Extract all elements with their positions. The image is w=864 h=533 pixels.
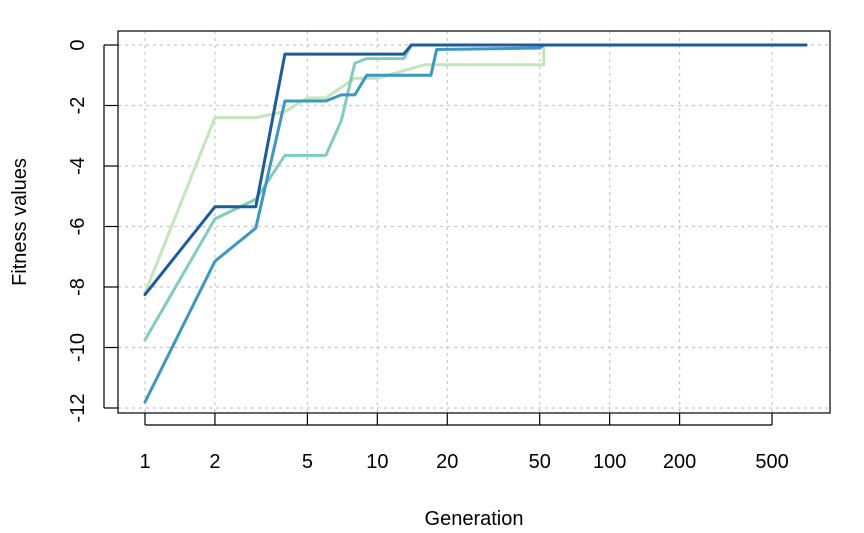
y-tick-label: -10 [67,333,89,362]
y-tick-label: -6 [67,218,89,236]
x-axis: 1 2 5 10 20 50 100 200 500 [139,413,789,473]
x-tick-label: 2 [209,451,220,473]
series-line-3 [143,43,808,404]
x-axis-title: Generation [425,508,524,530]
x-tick-label: 20 [436,451,458,473]
y-axis: 0 -2 -4 -6 -8 -10 -12 [67,39,118,422]
plot-frame [117,30,831,414]
series-group [143,43,808,404]
x-tick-label: 5 [302,451,313,473]
y-tick-label: -8 [67,278,89,296]
x-tick-label: 200 [663,451,696,473]
y-tick-label: -4 [67,157,89,175]
x-tick-label: 500 [755,451,788,473]
x-tick-label: 100 [593,451,626,473]
y-tick-label: -2 [67,97,89,115]
y-tick-label: 0 [67,39,89,50]
x-tick-label: 50 [529,451,551,473]
y-tick-label: -12 [67,394,89,423]
y-axis-title: Fitness values [9,158,31,286]
series-line-4 [143,43,808,297]
x-tick-label: 10 [366,451,388,473]
x-tick-label: 1 [139,451,150,473]
series-line-1 [143,43,808,295]
grid [118,31,830,413]
series-line-2 [143,43,808,342]
